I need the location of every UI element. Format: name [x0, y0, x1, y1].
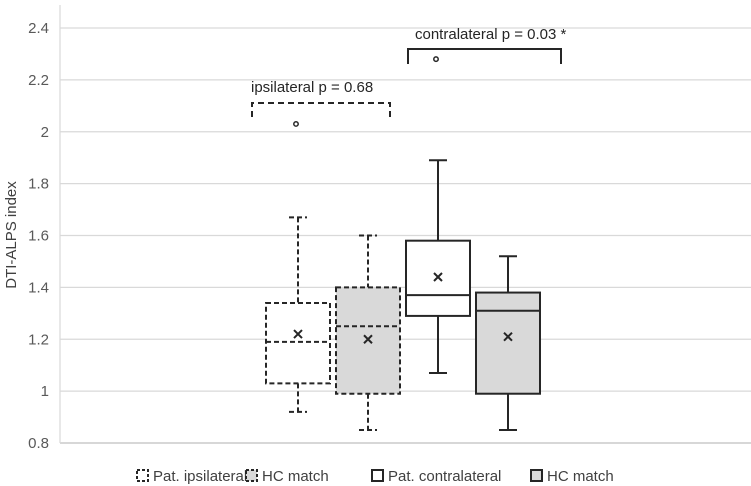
outlier-point [433, 56, 439, 63]
annotations: ipsilateral p = 0.68 contralateral p = 0.… [251, 26, 567, 117]
legend-swatch-icon [136, 469, 149, 482]
legend-item-4: HC match [530, 468, 614, 485]
legend-label: Pat. ipsilateral [153, 468, 247, 485]
y-tick-label: 1.8 [28, 176, 49, 193]
legend-label: HC match [262, 468, 329, 485]
legend-swatch-icon [371, 469, 384, 482]
y-tick-label: 2.4 [28, 20, 49, 37]
mean-marker-icon [293, 329, 303, 339]
y-tick-label: 1.6 [28, 228, 49, 245]
y-tick-label: 2 [41, 124, 49, 141]
box-iqr [475, 291, 541, 395]
significance-bracket [407, 48, 562, 64]
box-1 [265, 121, 331, 413]
y-tick-label: 2.2 [28, 72, 49, 89]
boxes [265, 56, 541, 432]
legend-item-3: Pat. contralateral [371, 468, 501, 485]
box-iqr [265, 301, 331, 385]
legend-item-2: HC match [245, 468, 329, 485]
legend-label: Pat. contralateral [388, 468, 501, 485]
legend: Pat. ipsilateral HC match Pat. contralater… [136, 468, 614, 485]
box-4 [475, 255, 541, 432]
y-tick-label: 1.4 [28, 279, 49, 296]
significance-label: contralateral p = 0.03 * [415, 26, 567, 43]
legend-swatch-icon [245, 469, 258, 482]
mean-marker-icon [503, 331, 513, 342]
mean-marker-icon [363, 334, 373, 344]
mean-marker-icon [433, 272, 443, 282]
box-2 [335, 234, 401, 432]
legend-item-1: Pat. ipsilateral [136, 468, 247, 485]
y-axis-label: DTI-ALPS index [3, 181, 20, 289]
y-tick-label: 1.2 [28, 331, 49, 348]
outlier-point [293, 121, 299, 127]
y-tick-label: 0.8 [28, 435, 49, 452]
legend-label: HC match [547, 468, 614, 485]
legend-swatch-icon [530, 469, 543, 482]
significance-bracket [251, 102, 391, 117]
y-tick-label: 1 [41, 383, 49, 400]
y-axis-ticks: 0.8 1 1.2 1.4 1.6 1.8 2 2.2 2.4 [28, 20, 49, 452]
box-3 [405, 56, 471, 374]
significance-label: ipsilateral p = 0.68 [251, 79, 373, 96]
gridlines [59, 5, 751, 444]
